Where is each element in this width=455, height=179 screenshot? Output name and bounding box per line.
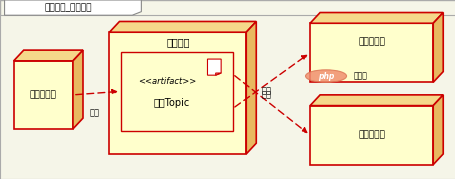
Text: 写入: 写入 [90, 108, 99, 117]
Polygon shape [215, 73, 221, 75]
Text: php: php [317, 72, 334, 81]
Polygon shape [309, 23, 432, 82]
Polygon shape [309, 106, 432, 165]
Text: 中文网: 中文网 [353, 72, 366, 81]
Text: 库存子系统: 库存子系统 [358, 131, 384, 140]
Text: 订阅: 订阅 [261, 86, 271, 95]
Polygon shape [14, 61, 73, 129]
Text: 购物子系统: 购物子系统 [30, 90, 56, 99]
Text: 订阅: 订阅 [261, 90, 271, 99]
Polygon shape [309, 95, 442, 106]
Polygon shape [432, 13, 442, 82]
Polygon shape [14, 50, 83, 61]
Text: 消息队列: 消息队列 [166, 37, 189, 47]
Polygon shape [309, 13, 442, 23]
Polygon shape [246, 21, 256, 154]
Polygon shape [207, 59, 221, 75]
Polygon shape [109, 32, 246, 154]
Text: 配送子系统: 配送子系统 [358, 38, 384, 47]
Polygon shape [73, 50, 83, 129]
Ellipse shape [305, 70, 346, 82]
Polygon shape [109, 21, 256, 32]
Polygon shape [432, 95, 442, 165]
Text: 电商案例_消息队列: 电商案例_消息队列 [45, 3, 92, 12]
Bar [121, 52, 232, 131]
Polygon shape [5, 0, 141, 15]
Text: 订单Topic: 订单Topic [154, 98, 190, 108]
Text: <<artifact>>: <<artifact>> [138, 77, 196, 86]
